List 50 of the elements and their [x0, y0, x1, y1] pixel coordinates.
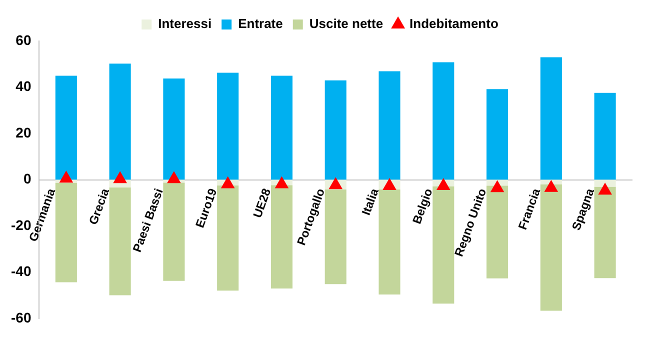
x-tick-label: Grecia [86, 186, 112, 226]
y-tick-label: -20 [11, 216, 32, 233]
bar [540, 57, 562, 180]
bar [270, 76, 293, 180]
legend-label: Indebitamento [410, 16, 498, 32]
bar [163, 78, 185, 180]
y-tick-label: -40 [11, 263, 32, 280]
point [544, 180, 558, 192]
point [221, 176, 234, 188]
x-tick-label: UE28 [250, 186, 274, 220]
point [329, 178, 342, 190]
bar [594, 92, 616, 180]
bar [55, 182, 77, 282]
point [167, 172, 181, 184]
bar [432, 62, 454, 180]
x-tick-label: Belgio [410, 186, 436, 226]
y-tick-label: 0 [23, 170, 32, 187]
bar [378, 190, 400, 295]
bar [55, 76, 77, 180]
x-tick-label: Regno Unito [452, 186, 490, 258]
legend-label: Uscite nette [309, 16, 384, 32]
legend-label: Interessi [158, 16, 212, 32]
point [275, 176, 288, 188]
y-tick-label: 60 [16, 32, 32, 48]
bar [378, 71, 400, 180]
point [114, 172, 127, 184]
bar [324, 190, 346, 284]
point [382, 178, 396, 190]
x-tick-label: Paesi Bassi [130, 186, 166, 254]
y-tick-label: 20 [16, 124, 32, 140]
bar [109, 187, 131, 296]
bar [163, 182, 185, 281]
legend-label: Entrate [238, 16, 283, 32]
bar [486, 186, 508, 278]
bar [217, 185, 239, 291]
bar [486, 89, 508, 180]
bar [432, 186, 454, 304]
bar [217, 72, 239, 180]
y-tick-label: -60 [11, 309, 32, 326]
bar [324, 80, 346, 180]
point [490, 180, 504, 192]
bar [540, 184, 562, 311]
y-tick-label: 40 [16, 78, 32, 94]
bar [270, 185, 293, 289]
point [436, 178, 450, 190]
x-tick-label: Italia [358, 186, 382, 218]
point [598, 183, 612, 195]
bar [109, 64, 131, 180]
bar [594, 186, 616, 278]
point [60, 171, 73, 183]
